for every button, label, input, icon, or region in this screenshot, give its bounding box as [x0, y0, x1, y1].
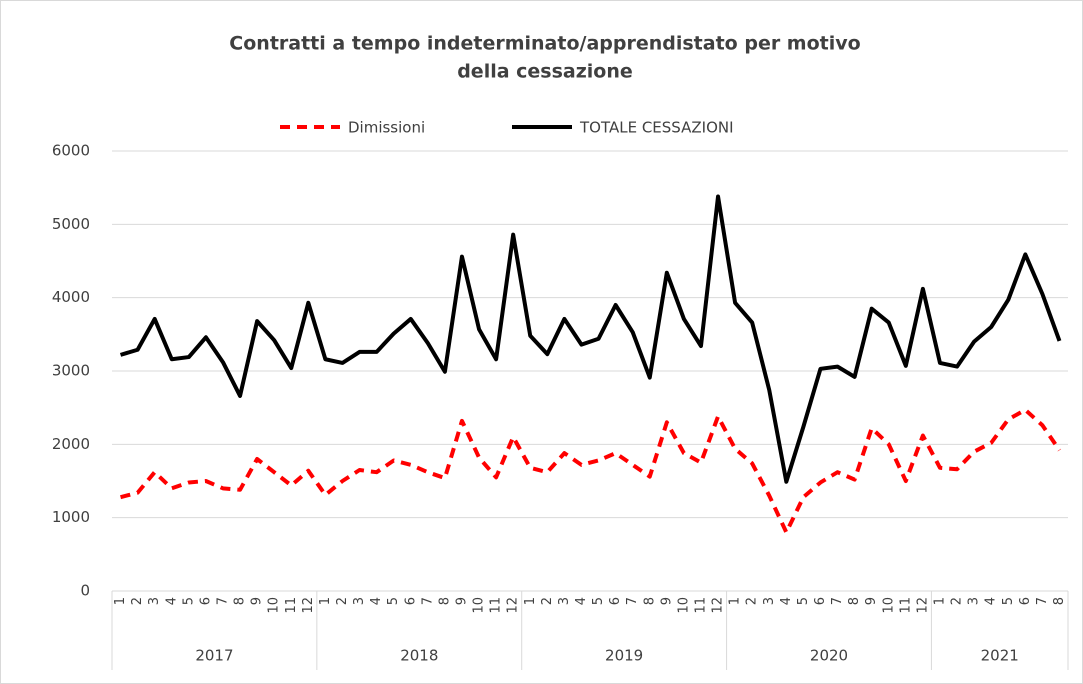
- y-tick-label: 2000: [52, 435, 90, 453]
- x-tick-label: 10: [472, 597, 487, 614]
- x-tick-label: 10: [881, 597, 896, 614]
- x-tick-label: 3: [557, 597, 572, 605]
- x-tick-label: 8: [1052, 597, 1067, 605]
- x-tick-label: 8: [642, 597, 657, 605]
- x-tick-label: 4: [574, 597, 589, 605]
- x-tick-label: 2: [540, 597, 555, 605]
- x-tick-label: 5: [796, 597, 811, 605]
- series-line: [120, 407, 1062, 535]
- y-tick-label: 5000: [52, 215, 90, 233]
- x-tick-label: 4: [369, 597, 384, 605]
- x-tick-label: 12: [506, 597, 521, 614]
- x-tick-label: 10: [676, 597, 691, 614]
- x-tick-label: 4: [984, 597, 999, 605]
- y-tick-label: 4000: [52, 288, 90, 306]
- x-tick-label: 3: [147, 597, 162, 605]
- x-tick-label: 1: [932, 597, 947, 605]
- y-tick-label: 1000: [52, 508, 90, 526]
- x-group-label: 2021: [981, 647, 1019, 665]
- x-tick-label: 6: [403, 597, 418, 605]
- x-tick-label: 7: [420, 597, 435, 605]
- x-tick-label: 5: [386, 597, 401, 605]
- x-tick-label: 4: [164, 597, 179, 605]
- x-tick-label: 9: [659, 597, 674, 605]
- x-tick-label: 7: [830, 597, 845, 605]
- y-tick-label: 3000: [52, 362, 90, 380]
- x-tick-label: 2: [745, 597, 760, 605]
- x-tick-label: 11: [284, 597, 299, 614]
- x-group-label: 2017: [195, 647, 233, 665]
- x-group-label: 2019: [605, 647, 643, 665]
- x-tick-label: 6: [813, 597, 828, 605]
- x-tick-label: 4: [779, 597, 794, 605]
- chart-title: della cessazione: [457, 61, 633, 83]
- x-tick-label: 12: [301, 597, 316, 614]
- x-tick-label: 12: [711, 597, 726, 614]
- x-tick-label: 1: [318, 597, 333, 605]
- x-tick-label: 9: [454, 597, 469, 605]
- x-tick-label: 12: [915, 597, 930, 614]
- x-tick-label: 6: [1018, 597, 1033, 605]
- x-tick-label: 5: [181, 597, 196, 605]
- x-tick-label: 2: [335, 597, 350, 605]
- x-tick-label: 1: [523, 597, 538, 605]
- x-tick-label: 9: [250, 597, 265, 605]
- x-tick-label: 6: [198, 597, 213, 605]
- x-tick-label: 2: [950, 597, 965, 605]
- x-tick-label: 9: [864, 597, 879, 605]
- x-group-label: 2018: [400, 647, 438, 665]
- x-tick-label: 11: [489, 597, 504, 614]
- x-tick-label: 1: [113, 597, 128, 605]
- x-tick-label: 8: [847, 597, 862, 605]
- legend-label: TOTALE CESSAZIONI: [579, 119, 734, 137]
- x-tick-label: 11: [693, 597, 708, 614]
- x-tick-label: 8: [437, 597, 452, 605]
- x-tick-label: 5: [591, 597, 606, 605]
- x-tick-label: 5: [1001, 597, 1016, 605]
- x-tick-label: 2: [130, 597, 145, 605]
- x-tick-label: 3: [352, 597, 367, 605]
- y-tick-label: 0: [80, 582, 90, 600]
- x-tick-label: 6: [608, 597, 623, 605]
- y-tick-label: 6000: [52, 142, 90, 160]
- series-line: [119, 194, 1062, 484]
- x-tick-label: 11: [898, 597, 913, 614]
- x-tick-label: 7: [625, 597, 640, 605]
- x-tick-label: 8: [233, 597, 248, 605]
- legend-label: Dimissioni: [348, 119, 425, 137]
- x-tick-label: 1: [728, 597, 743, 605]
- chart-title: Contratti a tempo indeterminato/apprendi…: [229, 33, 860, 55]
- x-tick-label: 3: [967, 597, 982, 605]
- x-tick-label: 10: [267, 597, 282, 614]
- x-group-label: 2020: [810, 647, 848, 665]
- x-tick-label: 7: [215, 597, 230, 605]
- x-tick-label: 7: [1035, 597, 1050, 605]
- x-tick-label: 3: [762, 597, 777, 605]
